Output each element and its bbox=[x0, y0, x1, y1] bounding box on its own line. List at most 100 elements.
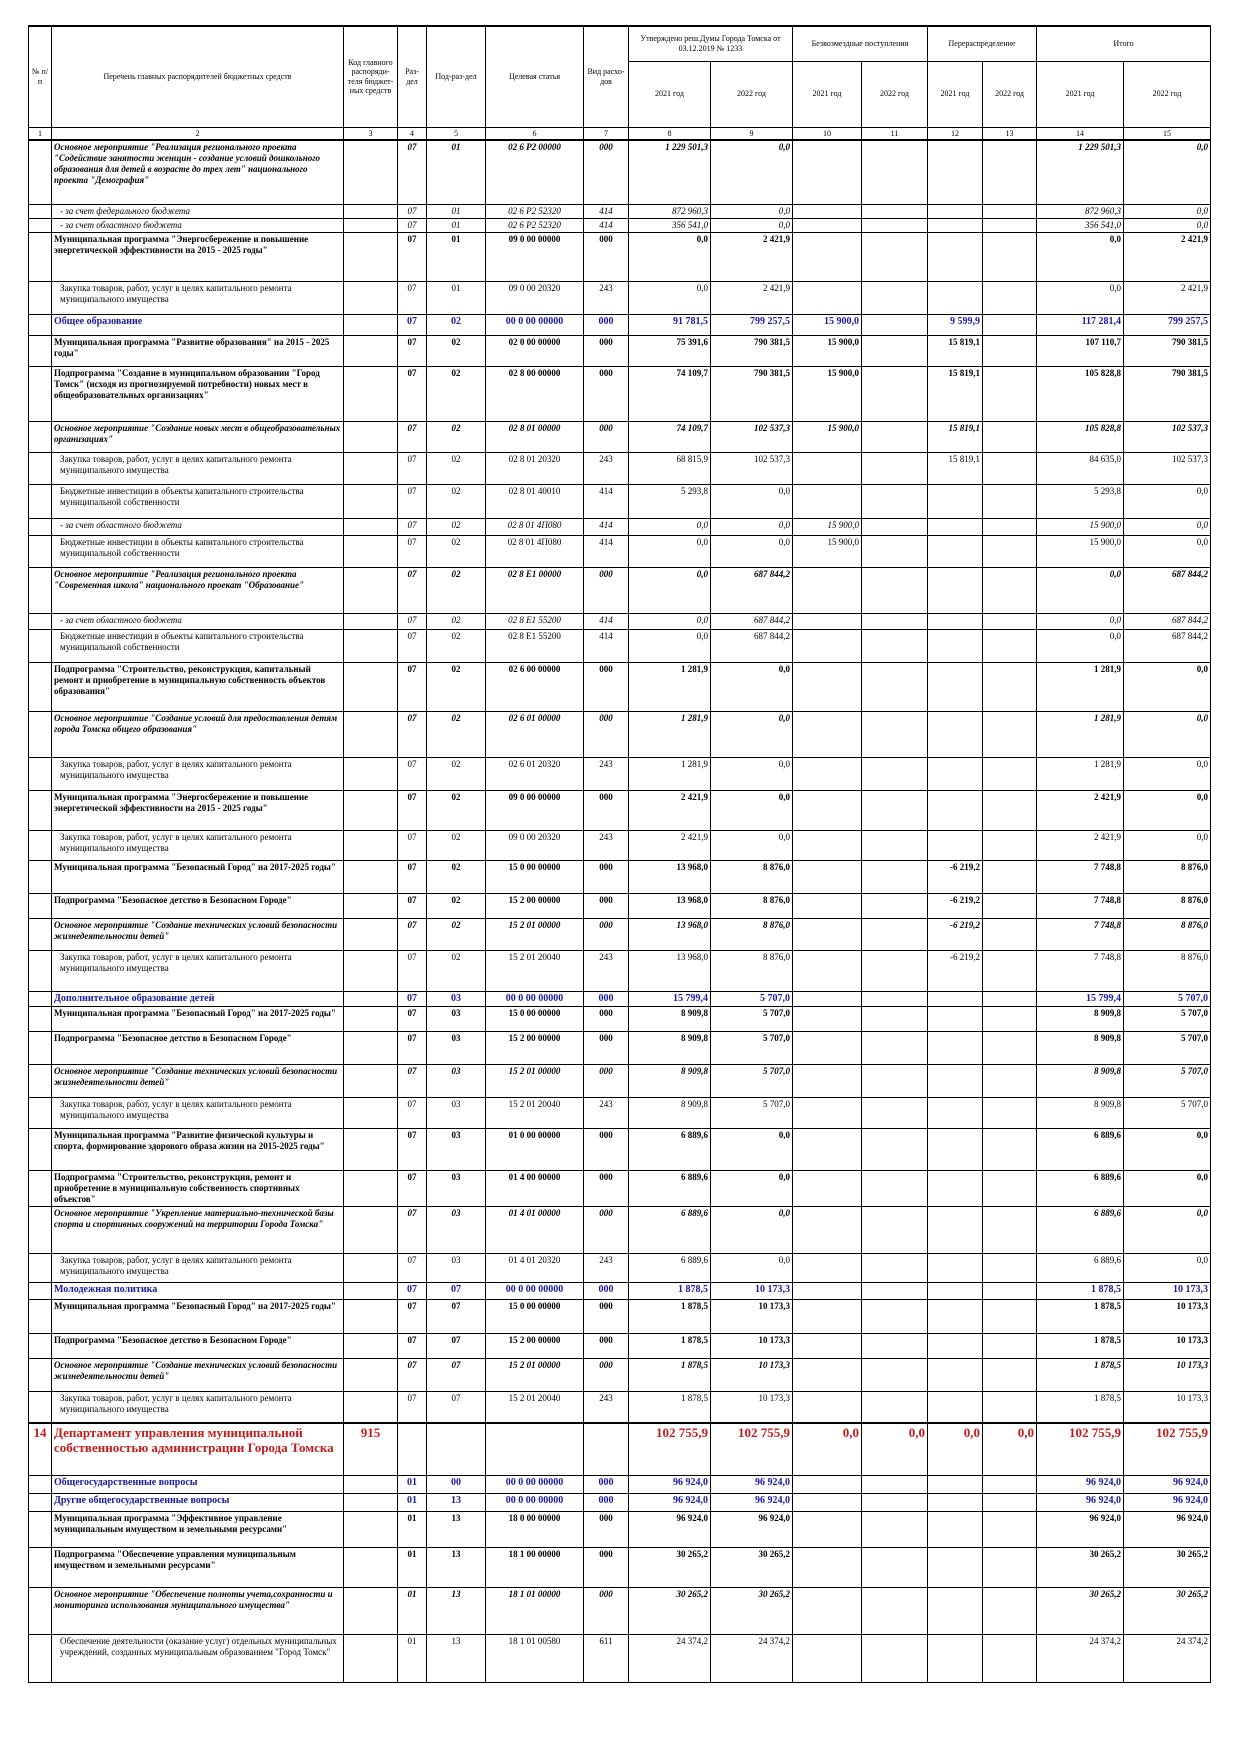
data-row: Закупка товаров, работ, услуг в целях ка… bbox=[28, 281, 1212, 315]
header-cell: № п/п bbox=[28, 25, 52, 128]
row-cell: 13 968,0 bbox=[628, 859, 711, 895]
row-cell: 07 bbox=[426, 1282, 486, 1300]
row-name: Основное мероприятие "Обеспечение полнот… bbox=[51, 1587, 344, 1636]
row-cell: 10 173,3 bbox=[1123, 1358, 1212, 1392]
row-cell bbox=[28, 711, 52, 759]
row-cell bbox=[343, 1170, 398, 1208]
row-cell bbox=[927, 1006, 984, 1032]
data-row: Основное мероприятие "Создание техническ… bbox=[28, 1358, 1212, 1392]
row-cell: 01 4 01 20320 bbox=[485, 1253, 584, 1284]
row-cell bbox=[982, 452, 1038, 485]
row-cell: 02 bbox=[426, 757, 486, 791]
row-cell: 96 924,0 bbox=[628, 1493, 711, 1513]
row-cell bbox=[860, 859, 929, 895]
table-header: № п/п Перечень главных распорядителей бюд… bbox=[28, 25, 1212, 141]
row-cell: 00 0 00 00000 bbox=[485, 1493, 584, 1513]
row-name: Основное мероприятие "Укрепление материа… bbox=[51, 1206, 344, 1255]
row-cell: 01 bbox=[426, 139, 486, 206]
row-cell: 000 bbox=[583, 1587, 629, 1636]
row-cell: 687 844,2 bbox=[1123, 613, 1212, 630]
row-cell: 1 281,9 bbox=[1036, 662, 1125, 713]
row-cell: 07 bbox=[397, 452, 427, 485]
row-cell bbox=[927, 1587, 984, 1636]
row-cell: 117 281,4 bbox=[1036, 313, 1125, 336]
row-cell bbox=[860, 366, 929, 422]
row-cell bbox=[343, 1634, 398, 1684]
row-cell: 102 755,9 bbox=[1123, 1422, 1212, 1477]
row-cell bbox=[343, 232, 398, 283]
row-cell: 414 bbox=[583, 613, 629, 630]
row-cell: 243 bbox=[583, 950, 629, 992]
year-cell: 2021 год bbox=[792, 60, 862, 128]
row-cell bbox=[982, 1546, 1038, 1589]
row-cell: 872 960,3 bbox=[628, 204, 711, 220]
row-cell bbox=[982, 218, 1038, 234]
row-cell bbox=[982, 483, 1038, 520]
row-cell: 0,0 bbox=[1123, 789, 1212, 831]
row-cell: 000 bbox=[583, 1030, 629, 1066]
row-name: Закупка товаров, работ, услуг в целях ка… bbox=[51, 1096, 344, 1129]
row-cell bbox=[343, 1282, 398, 1300]
row-cell: 07 bbox=[397, 334, 427, 368]
row-cell: 07 bbox=[397, 534, 427, 569]
row-cell: -6 219,2 bbox=[927, 950, 984, 992]
row-cell: 96 924,0 bbox=[710, 1511, 793, 1548]
row-cell: 02 bbox=[426, 313, 486, 336]
data-row: Бюджетные инвестиции в объекты капитальн… bbox=[28, 534, 1212, 569]
row-cell bbox=[343, 757, 398, 791]
row-cell: 1 229 501,3 bbox=[628, 139, 711, 206]
row-cell: 96 924,0 bbox=[1123, 1475, 1212, 1495]
row-cell bbox=[860, 1096, 929, 1129]
row-name: Подпрограмма "Безопасное детство в Безоп… bbox=[51, 893, 344, 919]
row-cell: 15 2 01 20040 bbox=[485, 1096, 584, 1129]
row-name: Закупка товаров, работ, услуг в целях ка… bbox=[51, 950, 344, 992]
header-cell: Перераспределение bbox=[927, 25, 1038, 62]
row-cell: 7 748,8 bbox=[1036, 893, 1125, 919]
row-cell: 0,0 bbox=[710, 204, 793, 220]
row-cell: 07 bbox=[397, 204, 427, 220]
row-cell: 000 bbox=[583, 420, 629, 454]
row-cell: 0,0 bbox=[1123, 1253, 1212, 1284]
row-cell bbox=[792, 1299, 862, 1334]
row-cell: 07 bbox=[397, 1253, 427, 1284]
row-cell bbox=[860, 757, 929, 791]
row-cell: 000 bbox=[583, 1332, 629, 1360]
row-cell bbox=[982, 1475, 1038, 1495]
row-cell: 6 889,6 bbox=[1036, 1170, 1125, 1208]
row-cell bbox=[860, 613, 929, 630]
row-cell bbox=[28, 917, 52, 952]
row-cell: 414 bbox=[583, 534, 629, 569]
row-cell: 07 bbox=[397, 1064, 427, 1098]
row-cell: 6 889,6 bbox=[1036, 1127, 1125, 1172]
row-cell bbox=[343, 534, 398, 569]
row-cell: 0,0 bbox=[710, 218, 793, 234]
row-cell bbox=[343, 711, 398, 759]
row-cell bbox=[28, 232, 52, 283]
row-cell: 000 bbox=[583, 859, 629, 895]
row-cell: 07 bbox=[397, 483, 427, 520]
row-cell: 00 0 00 00000 bbox=[485, 1282, 584, 1300]
row-cell bbox=[343, 334, 398, 368]
row-cell bbox=[860, 518, 929, 536]
row-cell: 07 bbox=[397, 1030, 427, 1066]
row-cell: 243 bbox=[583, 281, 629, 315]
year-cell: 2022 год bbox=[982, 60, 1038, 128]
row-cell: 105 828,8 bbox=[1036, 420, 1125, 454]
row-cell bbox=[792, 789, 862, 831]
row-cell: 1 878,5 bbox=[1036, 1390, 1125, 1424]
data-row: Муниципальная программа "Энергосбережени… bbox=[28, 232, 1212, 283]
row-cell bbox=[343, 1030, 398, 1066]
row-cell: 07 bbox=[397, 232, 427, 283]
row-cell bbox=[927, 1358, 984, 1392]
row-cell: 07 bbox=[426, 1358, 486, 1392]
row-cell: 15 2 01 00000 bbox=[485, 917, 584, 952]
data-row: Закупка товаров, работ, услуг в целях ка… bbox=[28, 950, 1212, 992]
data-row: Общегосударственные вопросы 01 00 00 0 00 0… bbox=[28, 1475, 1212, 1495]
row-cell: 02 6 01 20320 bbox=[485, 757, 584, 791]
row-cell: 687 844,2 bbox=[710, 567, 793, 615]
row-cell: 356 541,0 bbox=[1036, 218, 1125, 234]
row-cell bbox=[792, 1206, 862, 1255]
row-cell: 07 bbox=[397, 1206, 427, 1255]
row-cell: 30 265,2 bbox=[628, 1587, 711, 1636]
row-cell bbox=[982, 990, 1038, 1008]
